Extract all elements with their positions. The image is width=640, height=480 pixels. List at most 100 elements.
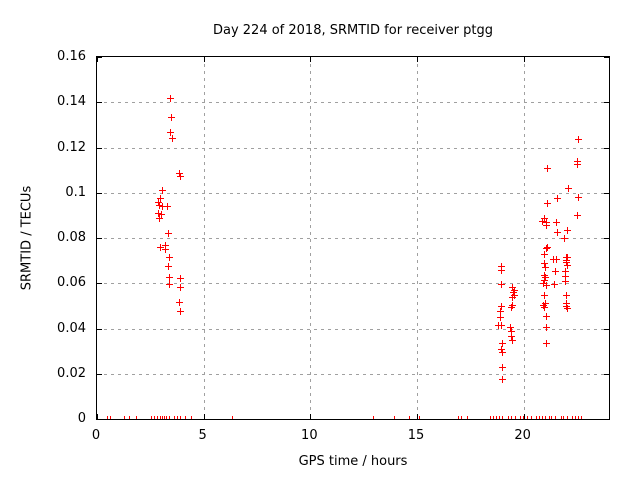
y-axis-tick-mirror [604, 102, 609, 104]
data-point-marker [391, 415, 399, 419]
data-point-marker [540, 214, 548, 222]
data-point-marker [169, 134, 177, 142]
y-axis-tick [97, 102, 102, 104]
data-point-marker [539, 302, 547, 310]
data-point-marker [497, 281, 505, 289]
data-point-marker [519, 415, 527, 419]
data-point-marker [541, 264, 549, 272]
data-point-marker [497, 263, 505, 271]
data-point-marker [563, 227, 571, 235]
y-tick-label: 0.04 [57, 320, 86, 336]
data-point-marker [562, 303, 570, 311]
data-point-marker [509, 289, 517, 297]
data-point-marker [508, 302, 516, 310]
data-point-marker [541, 415, 549, 419]
data-point-marker [370, 415, 378, 419]
data-point-marker [562, 292, 570, 300]
data-point-marker [164, 202, 172, 210]
data-point-marker [561, 278, 569, 286]
data-point-marker [511, 415, 519, 419]
gridline-horizontal [97, 283, 609, 285]
y-tick-label: 0 [77, 411, 86, 426]
data-point-marker [177, 172, 185, 180]
data-point-marker [553, 228, 561, 236]
y-axis-tick-mirror [604, 192, 609, 194]
y-axis-title: SRMTID / TECUs [19, 185, 35, 291]
data-point-marker [543, 164, 551, 172]
x-axis-tick [310, 414, 312, 419]
x-tick-label: 5 [198, 428, 207, 443]
x-tick-label: 0 [91, 428, 101, 443]
y-tick-label: 0.02 [57, 365, 86, 381]
y-tick-label: 0.16 [57, 49, 86, 64]
x-axis-tick [523, 414, 525, 419]
y-axis-tick-mirror [604, 419, 609, 420]
data-point-marker [497, 345, 505, 353]
data-point-marker [507, 415, 515, 419]
gridline-horizontal [97, 373, 609, 375]
data-point-marker [167, 95, 175, 103]
data-point-marker [551, 415, 559, 419]
data-point-marker [498, 415, 506, 419]
x-axis-tick [97, 414, 98, 419]
x-axis-tick-mirror [523, 57, 525, 62]
data-point-marker [155, 209, 163, 217]
y-axis-tick-mirror [604, 328, 609, 330]
data-point-marker [541, 300, 549, 308]
data-point-marker [538, 217, 546, 225]
data-point-marker [577, 415, 585, 419]
data-point-marker [133, 415, 141, 419]
data-point-marker [165, 229, 173, 237]
y-axis-tick [97, 419, 102, 420]
data-point-marker [497, 267, 505, 275]
data-point-marker [561, 268, 569, 276]
data-point-marker [159, 186, 167, 194]
data-point-marker [496, 308, 504, 316]
data-point-marker [182, 415, 190, 419]
data-point-marker [553, 194, 561, 202]
y-axis-tick [97, 57, 102, 58]
data-point-marker [527, 415, 535, 419]
data-point-marker [498, 348, 506, 356]
data-point-marker [540, 260, 548, 268]
data-point-marker [126, 415, 134, 419]
y-tick-label: 0.08 [57, 230, 86, 245]
gridline-horizontal [97, 192, 609, 194]
data-point-marker [166, 415, 174, 419]
data-point-marker [574, 136, 582, 144]
data-point-marker [507, 304, 515, 312]
data-point-marker [560, 234, 568, 242]
y-axis-tick [97, 373, 102, 375]
gridline-horizontal [97, 102, 609, 104]
x-tick-label: 10 [301, 428, 318, 443]
data-point-marker [542, 245, 550, 253]
x-axis-tick [203, 414, 205, 419]
data-point-marker [158, 210, 166, 218]
gridline-horizontal [97, 238, 609, 239]
data-point-marker [177, 415, 185, 419]
data-point-marker [542, 324, 550, 332]
x-tick-label: 15 [407, 428, 425, 443]
data-point-marker [166, 281, 174, 289]
y-axis-tick [97, 238, 102, 239]
gridline-horizontal [97, 328, 609, 330]
data-point-marker [573, 211, 581, 219]
data-point-marker [228, 415, 236, 419]
data-point-marker [550, 281, 558, 289]
data-point-marker [188, 415, 196, 419]
data-point-marker [177, 308, 185, 316]
data-point-marker [542, 339, 550, 347]
plot-area [96, 56, 610, 420]
data-point-marker [542, 313, 550, 320]
data-point-marker [564, 184, 572, 192]
data-point-marker [497, 303, 505, 311]
data-point-marker [458, 415, 466, 419]
data-point-marker [543, 243, 551, 251]
x-axis-title: GPS time / hours [298, 454, 408, 469]
data-point-marker [551, 268, 559, 276]
data-point-marker [156, 214, 164, 222]
data-point-marker [563, 254, 571, 262]
data-point-marker [498, 339, 506, 347]
data-point-marker [573, 160, 581, 168]
data-point-marker [498, 375, 506, 383]
